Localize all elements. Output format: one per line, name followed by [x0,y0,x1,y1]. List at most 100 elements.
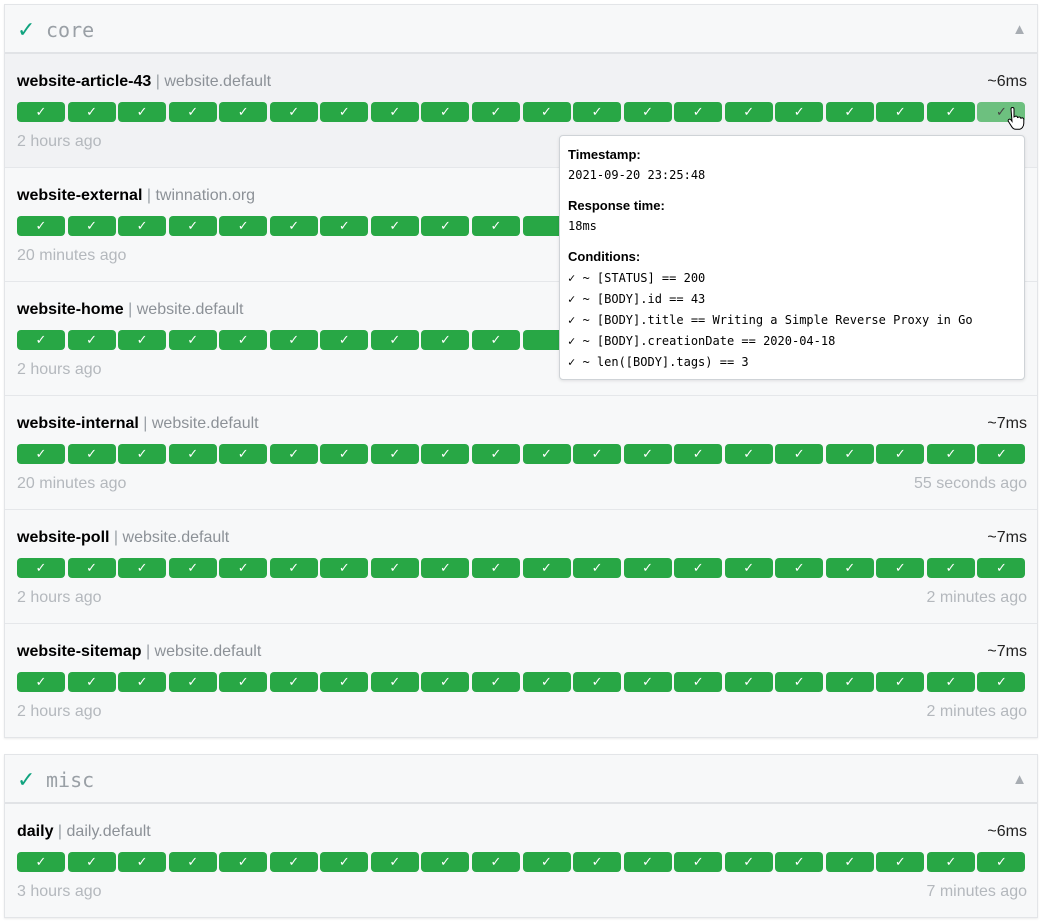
result-bar[interactable]: ✓ [421,852,470,872]
result-bar[interactable]: ✓ [219,672,268,692]
result-bar[interactable]: ✓ [825,444,874,464]
result-bar[interactable]: ✓ [168,330,217,350]
result-bar[interactable]: ✓ [623,852,672,872]
result-bar[interactable]: ✓ [522,102,571,122]
endpoint-name[interactable]: website-article-43 [17,73,152,90]
result-bar[interactable]: ✓ [320,558,369,578]
result-bar[interactable]: ✓ [320,444,369,464]
result-bar[interactable]: ✓ [724,852,773,872]
result-bar[interactable]: ✓ [17,330,65,350]
result-bar[interactable]: ✓ [623,102,672,122]
result-bar[interactable]: ✓ [522,558,571,578]
result-bar[interactable]: ✓ [67,330,116,350]
result-bar[interactable]: ✓ [269,672,318,692]
result-bar[interactable]: ✓ [674,672,723,692]
result-bar[interactable]: ✓ [168,672,217,692]
result-bar[interactable]: ✓ [168,444,217,464]
result-bar[interactable]: ✓ [876,852,925,872]
result-bar[interactable]: ✓ [775,852,824,872]
result-bar[interactable]: ✓ [320,330,369,350]
result-bar[interactable]: ✓ [118,852,167,872]
result-bar[interactable] [522,216,571,236]
result-bar[interactable]: ✓ [67,216,116,236]
result-bar[interactable]: ✓ [320,216,369,236]
result-bar[interactable]: ✓ [674,558,723,578]
result-bar[interactable]: ✓ [573,558,622,578]
result-bar[interactable]: ✓ [522,444,571,464]
result-bar[interactable]: ✓ [775,672,824,692]
result-bar[interactable]: ✓ [471,672,520,692]
result-bar[interactable]: ✓ [471,216,520,236]
result-bar[interactable]: ✓ [370,330,419,350]
result-bar[interactable]: ✓ [168,852,217,872]
result-bar[interactable]: ✓ [219,102,268,122]
result-bar[interactable]: ✓ [269,216,318,236]
result-bar[interactable]: ✓ [269,330,318,350]
result-bar[interactable]: ✓ [471,330,520,350]
result-bar[interactable]: ✓ [674,102,723,122]
result-bar[interactable]: ✓ [320,102,369,122]
result-bar[interactable]: ✓ [724,672,773,692]
result-bar[interactable]: ✓ [219,558,268,578]
result-bar[interactable]: ✓ [168,216,217,236]
result-bar[interactable]: ✓ [320,852,369,872]
result-bar[interactable]: ✓ [674,444,723,464]
result-bar[interactable]: ✓ [219,216,268,236]
result-bar[interactable]: ✓ [522,852,571,872]
result-bar[interactable]: ✓ [876,672,925,692]
result-bar[interactable]: ✓ [876,102,925,122]
result-bar[interactable]: ✓ [825,852,874,872]
result-bar[interactable]: ✓ [421,672,470,692]
endpoint-name[interactable]: website-external [17,187,143,204]
result-bar[interactable]: ✓ [370,558,419,578]
result-bar[interactable]: ✓ [421,330,470,350]
result-bar[interactable]: ✓ [118,444,167,464]
result-bar[interactable]: ✓ [471,558,520,578]
result-bar[interactable]: ✓ [926,672,975,692]
result-bar[interactable]: ✓ [825,102,874,122]
result-bar[interactable]: ✓ [67,444,116,464]
result-bar[interactable]: ✓ [17,216,65,236]
result-bar[interactable]: ✓ [370,672,419,692]
result-bar[interactable]: ✓ [421,102,470,122]
result-bar[interactable]: ✓ [370,102,419,122]
endpoint-name[interactable]: website-sitemap [17,643,142,660]
result-bar[interactable]: ✓ [269,558,318,578]
result-bar[interactable]: ✓ [573,444,622,464]
result-bar[interactable]: ✓ [775,102,824,122]
result-bar[interactable]: ✓ [118,216,167,236]
result-bar[interactable]: ✓ [573,102,622,122]
result-bar[interactable]: ✓ [67,672,116,692]
result-bar[interactable]: ✓ [471,852,520,872]
result-bar[interactable]: ✓ [724,102,773,122]
result-bar[interactable]: ✓ [775,444,824,464]
result-bar[interactable]: ✓ [977,672,1026,692]
result-bar[interactable]: ✓ [118,558,167,578]
result-bar[interactable]: ✓ [724,444,773,464]
result-bar[interactable]: ✓ [876,558,925,578]
result-bar[interactable]: ✓ [926,102,975,122]
result-bar[interactable]: ✓ [17,102,65,122]
result-bar[interactable]: ✓ [977,558,1026,578]
collapse-triangle-icon[interactable]: ▲ [1012,771,1027,788]
result-bar[interactable]: ✓ [269,102,318,122]
result-bar[interactable]: ✓ [977,444,1026,464]
collapse-triangle-icon[interactable]: ▲ [1012,21,1027,38]
result-bar[interactable]: ✓ [269,444,318,464]
result-bar[interactable]: ✓ [471,102,520,122]
result-bar[interactable]: ✓ [674,852,723,872]
result-bar[interactable]: ✓ [67,102,116,122]
result-bar[interactable]: ✓ [573,852,622,872]
result-bar[interactable]: ✓ [118,330,167,350]
result-bar[interactable]: ✓ [421,558,470,578]
result-bar[interactable]: ✓ [320,672,369,692]
result-bar[interactable]: ✓ [67,852,116,872]
result-bar[interactable]: ✓ [471,444,520,464]
result-bar[interactable]: ✓ [219,852,268,872]
result-bar[interactable]: ✓ [168,102,217,122]
result-bar[interactable]: ✓ [370,852,419,872]
result-bar[interactable]: ✓ [118,102,167,122]
result-bar[interactable]: ✓ [17,852,65,872]
result-bar[interactable]: ✓ [876,444,925,464]
result-bar[interactable]: ✓ [421,216,470,236]
